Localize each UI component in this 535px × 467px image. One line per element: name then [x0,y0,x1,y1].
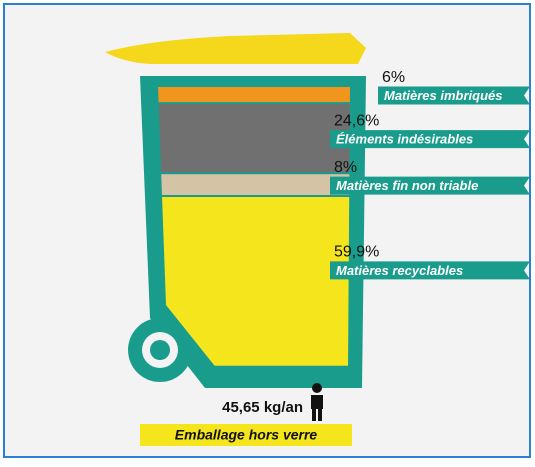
segment [150,104,360,172]
segments [150,87,360,366]
infographic: Matières imbriqués 6% Éléments indésirable… [0,0,535,462]
segment-label: Matières recyclables [336,263,463,278]
segment-label: Éléments indésirables [336,132,473,147]
total-label: 45,65 kg/an [222,399,303,416]
value-label: 24,6% [334,112,379,129]
segment [150,87,360,102]
segment-label: Matières fin non triable [336,178,478,193]
segment-label: Matières imbriqués [384,88,503,103]
bin-wheel-axle [150,340,170,360]
value-label: 6% [382,69,405,86]
segment [150,174,360,195]
caption: Emballage hors verre [175,427,318,443]
value-label: 59,9% [334,244,379,261]
value-label: 8% [334,159,357,176]
